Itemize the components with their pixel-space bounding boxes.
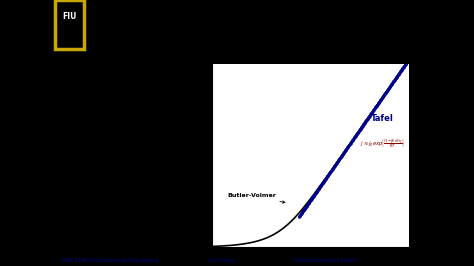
Text: 3 Electrochemical Kinetics: 3 Electrochemical Kinetics [292, 258, 357, 263]
Text: $j \approx j_0 exp\!\left[\frac{(1\!-\!\beta)nF\eta}{RT}\right]$: $j \approx j_0 exp\!\left[\frac{(1\!-\!\… [360, 137, 405, 149]
Text: $j_0$ = 0.05 A/cm$^2$: $j_0$ = 0.05 A/cm$^2$ [74, 93, 122, 103]
Text: $\eta$ (V): $\eta$ (V) [222, 49, 241, 62]
Text: 1: 1 [409, 258, 412, 263]
Text: $j = j_0\!\left\{\!exp\!\left[\frac{(1\!-\!\beta)nF\eta}{RT}\right]- exp\!\left(: $j = j_0\!\left\{\!exp\!\left[\frac{(1\!… [60, 208, 148, 221]
Text: Deviation of Tafel from Butler-Volmer: Deviation of Tafel from Butler-Volmer [121, 18, 383, 31]
Text: $n$ = 1: $n$ = 1 [74, 157, 91, 165]
Text: $T$ = 298.15 K: $T$ = 298.15 K [74, 136, 115, 144]
Text: EMA 5305 Electrochemical Engineering: EMA 5305 Electrochemical Engineering [62, 258, 159, 263]
Text: $\beta$ = 0.5: $\beta$ = 0.5 [74, 115, 97, 124]
Text: Butler-Volmer: Butler-Volmer [227, 193, 285, 203]
Text: Tafel: Tafel [371, 114, 394, 123]
Text: Zhe Cheng: Zhe Cheng [208, 258, 235, 263]
Text: FIU: FIU [63, 13, 77, 22]
Text: Assuming NO mass transport limitation: Assuming NO mass transport limitation [60, 66, 191, 71]
